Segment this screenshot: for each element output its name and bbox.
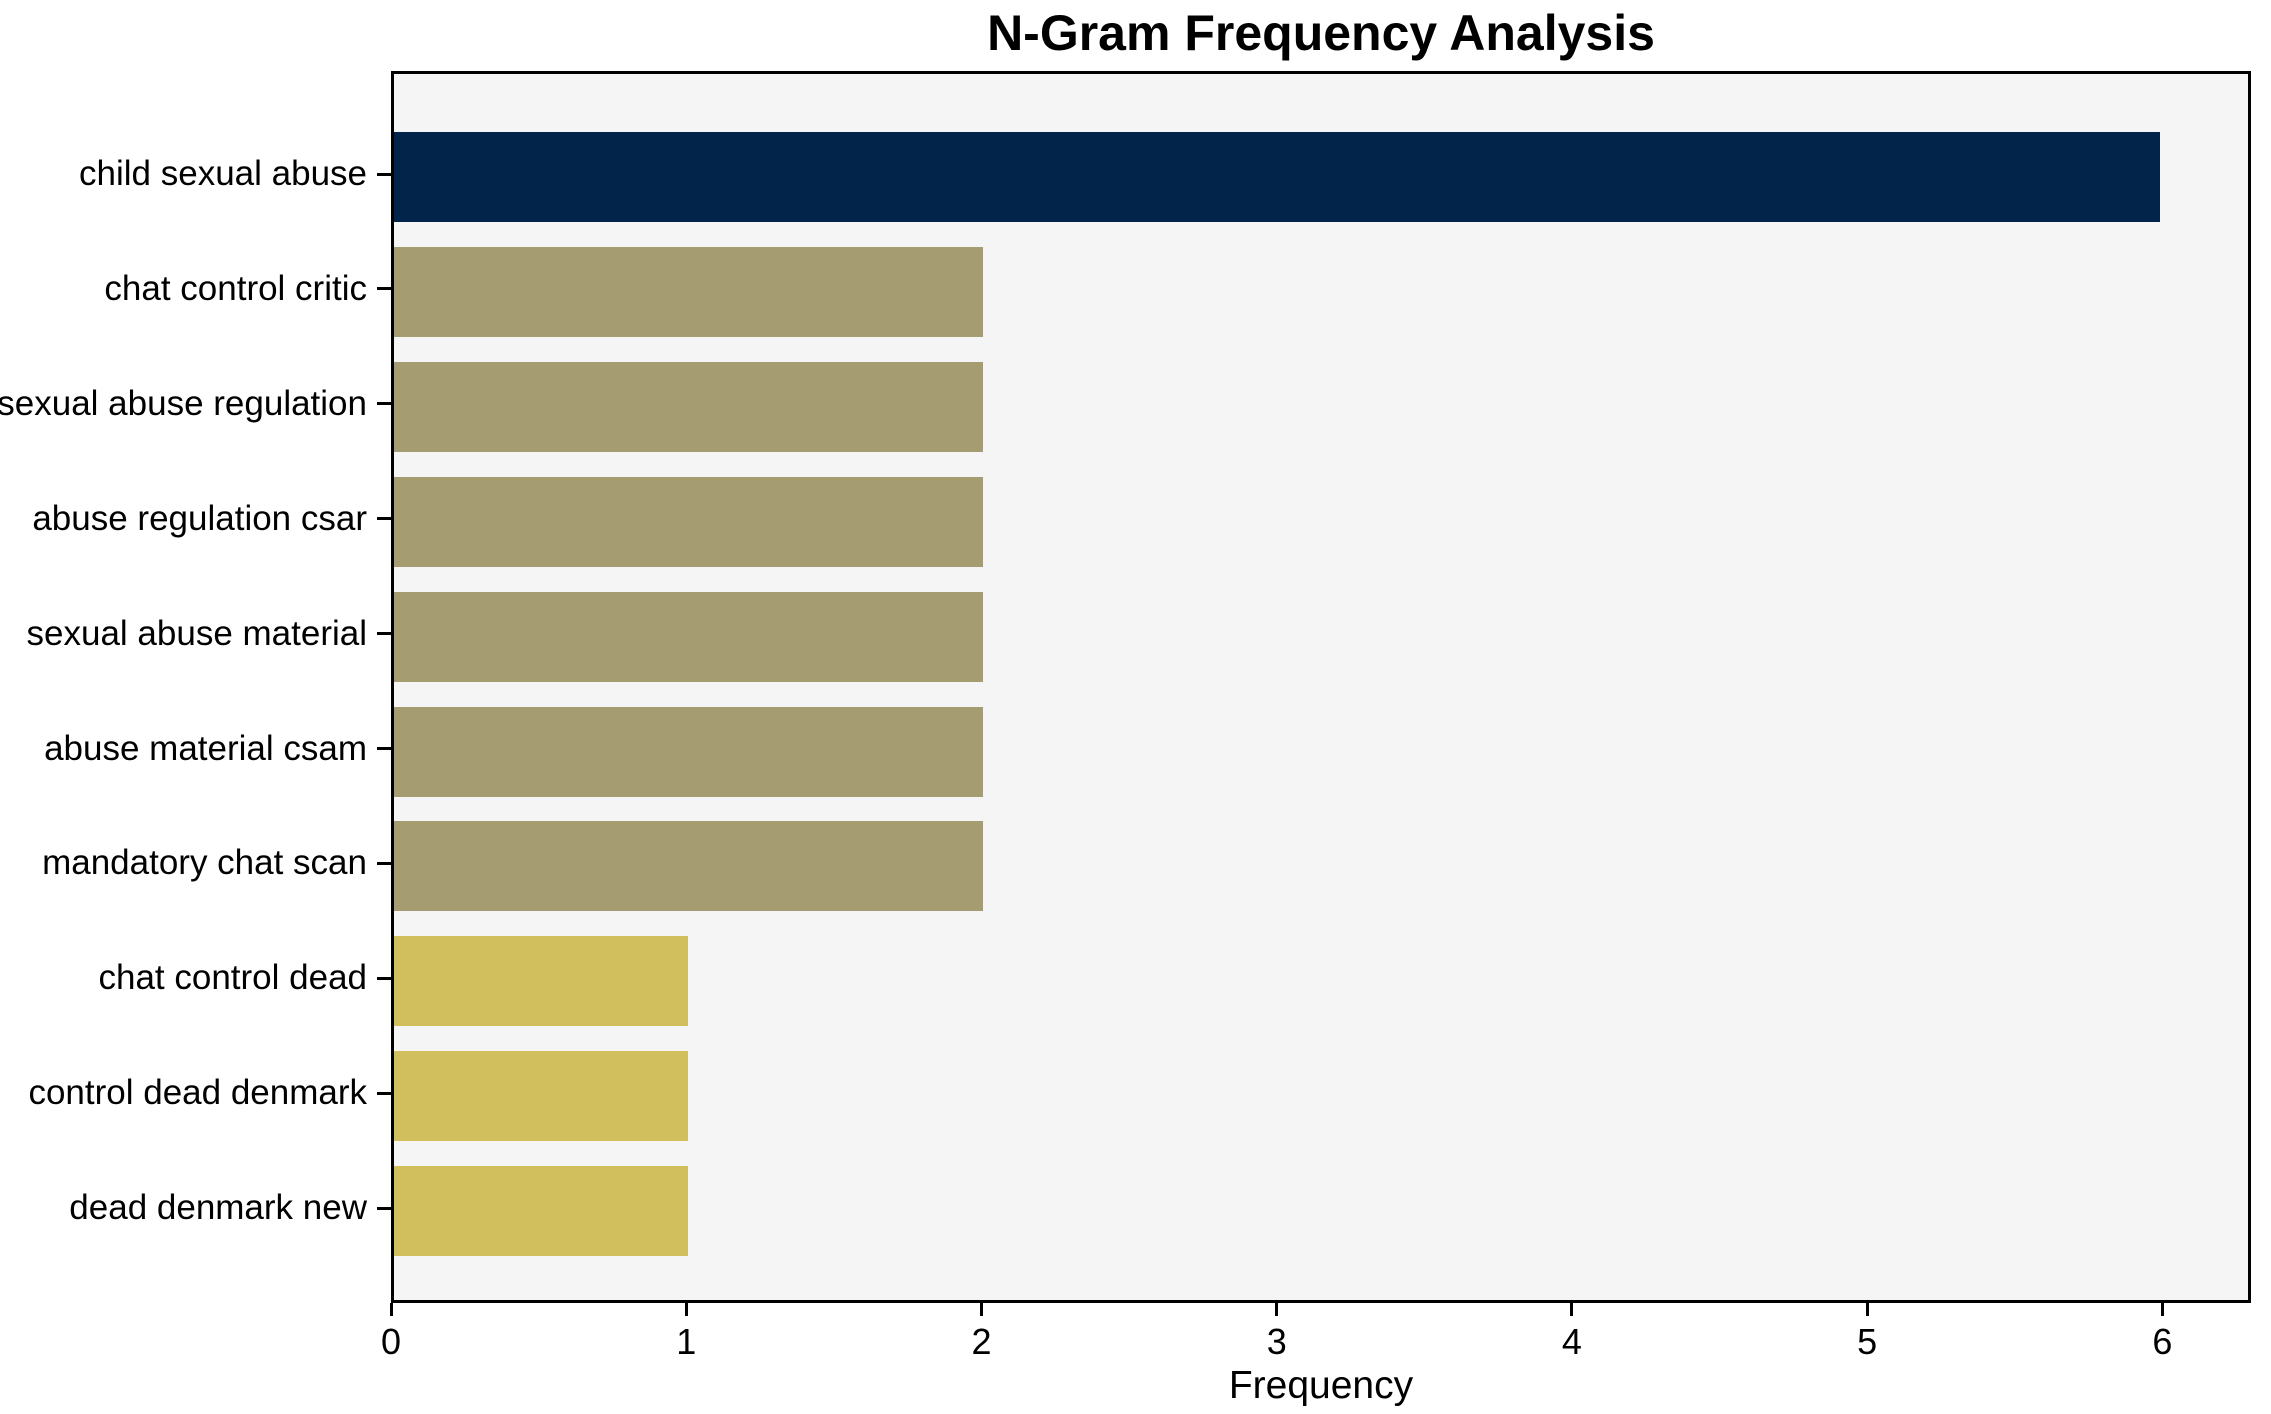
y-tick-sexual-abuse-regulation bbox=[377, 402, 391, 406]
y-tick-sexual-abuse-material bbox=[377, 632, 391, 636]
x-tick-label-3: 3 bbox=[1266, 1321, 1287, 1362]
y-tick-control-dead-denmark bbox=[377, 1091, 391, 1095]
bar-abuse-material-csam bbox=[394, 706, 983, 797]
x-tick-label-1: 1 bbox=[676, 1321, 697, 1362]
y-tick-dead-denmark-new bbox=[377, 1206, 391, 1210]
y-tick-chat-control-dead bbox=[377, 976, 391, 980]
x-tick-6 bbox=[2160, 1303, 2164, 1316]
bar-chat-control-critic bbox=[394, 246, 983, 337]
plot-area bbox=[391, 71, 2251, 1303]
y-label-child-sexual-abuse: child sexual abuse bbox=[79, 154, 367, 193]
y-tick-abuse-regulation-csar bbox=[377, 517, 391, 521]
x-tick-4 bbox=[1570, 1303, 1574, 1316]
x-tick-label-4: 4 bbox=[1561, 1321, 1582, 1362]
y-label-control-dead-denmark: control dead denmark bbox=[28, 1073, 367, 1113]
y-label-mandatory-chat-scan: mandatory chat scan bbox=[42, 843, 367, 883]
y-label-chat-control-critic: chat control critic bbox=[104, 268, 367, 308]
chart-title: N-Gram Frequency Analysis bbox=[987, 5, 1655, 61]
y-tick-child-sexual-abuse bbox=[377, 172, 391, 176]
y-tick-mandatory-chat-scan bbox=[377, 861, 391, 865]
x-axis-title: Frequency bbox=[1228, 1364, 1414, 1407]
bar-abuse-regulation-csar bbox=[394, 476, 983, 567]
y-label-abuse-regulation-csar: abuse regulation csar bbox=[32, 498, 367, 538]
bar-sexual-abuse-material bbox=[394, 591, 983, 682]
y-label-dead-denmark-new: dead denmark new bbox=[69, 1188, 367, 1228]
x-tick-1 bbox=[684, 1303, 688, 1316]
x-tick-3 bbox=[1275, 1303, 1279, 1316]
x-tick-5 bbox=[1865, 1303, 1869, 1316]
x-tick-label-0: 0 bbox=[380, 1321, 402, 1362]
bar-control-dead-denmark bbox=[394, 1051, 689, 1142]
x-tick-0 bbox=[389, 1303, 393, 1316]
bar-sexual-abuse-regulation bbox=[394, 361, 983, 452]
x-tick-label-5: 5 bbox=[1857, 1321, 1878, 1362]
y-axis-labels: child sexual abuse chat control critic sex… bbox=[0, 0, 367, 1414]
x-tick-label-2: 2 bbox=[971, 1321, 992, 1362]
y-label-abuse-material-csam: abuse material csam bbox=[44, 728, 367, 768]
y-label-chat-control-dead: chat control dead bbox=[98, 958, 367, 998]
bar-dead-denmark-new bbox=[394, 1166, 689, 1257]
bar-chat-control-dead bbox=[394, 936, 689, 1027]
bar-mandatory-chat-scan bbox=[394, 821, 983, 912]
y-tick-chat-control-critic bbox=[377, 287, 391, 291]
y-label-sexual-abuse-material: sexual abuse material bbox=[26, 613, 367, 653]
bar-child-sexual-abuse bbox=[394, 132, 2160, 222]
x-tick-label-6: 6 bbox=[2152, 1321, 2173, 1362]
y-tick-abuse-material-csam bbox=[377, 747, 391, 750]
y-label-sexual-abuse-regulation: sexual abuse regulation bbox=[0, 383, 367, 423]
x-tick-2 bbox=[979, 1303, 983, 1316]
